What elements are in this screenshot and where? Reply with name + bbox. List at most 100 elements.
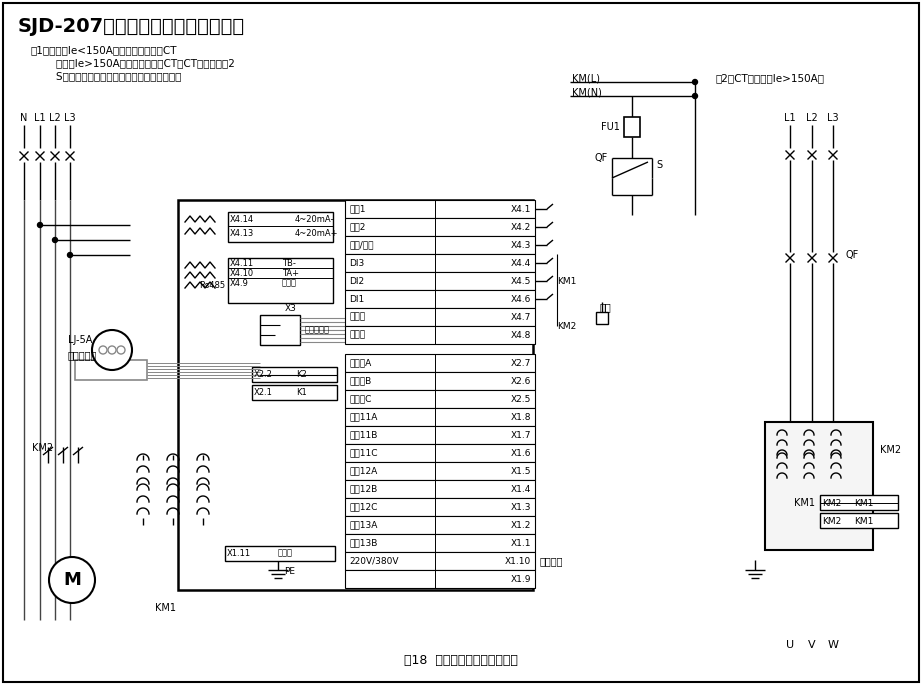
Text: X1.9: X1.9 xyxy=(511,575,531,584)
Text: X4.7: X4.7 xyxy=(511,312,531,321)
Bar xyxy=(345,552,535,570)
Circle shape xyxy=(49,557,95,603)
Text: L2: L2 xyxy=(806,113,818,123)
Bar xyxy=(820,513,898,528)
Bar xyxy=(345,426,535,444)
Text: X2.1: X2.1 xyxy=(254,388,273,397)
Bar xyxy=(345,218,535,236)
Text: 启动2: 启动2 xyxy=(349,223,365,232)
Text: 可编程B: 可编程B xyxy=(349,377,372,386)
Text: K1: K1 xyxy=(296,388,307,397)
Text: L3: L3 xyxy=(65,113,76,123)
Text: 4~20mA-: 4~20mA- xyxy=(295,214,335,223)
Text: X1.10: X1.10 xyxy=(504,556,531,566)
Bar xyxy=(75,360,147,380)
Text: DI3: DI3 xyxy=(349,258,364,268)
Bar xyxy=(345,480,535,498)
Text: KM1: KM1 xyxy=(854,499,873,508)
Bar xyxy=(345,408,535,426)
Text: S: S xyxy=(656,160,662,170)
Circle shape xyxy=(38,223,42,227)
Text: X1.2: X1.2 xyxy=(511,521,531,530)
Circle shape xyxy=(99,346,107,354)
Text: 控制11A: 控制11A xyxy=(349,412,377,421)
Text: M: M xyxy=(63,571,81,589)
Text: KM(L): KM(L) xyxy=(572,73,600,83)
Text: KM2: KM2 xyxy=(557,321,576,330)
Text: X4.9: X4.9 xyxy=(230,279,249,288)
Text: X1.11: X1.11 xyxy=(227,549,251,558)
Circle shape xyxy=(117,346,125,354)
Text: L1: L1 xyxy=(34,113,46,123)
Text: X4.8: X4.8 xyxy=(511,330,531,340)
Text: KM2: KM2 xyxy=(822,499,841,508)
Bar xyxy=(345,570,535,588)
Text: 控制12B: 控制12B xyxy=(349,484,377,493)
Text: L2: L2 xyxy=(49,113,61,123)
Bar xyxy=(225,546,335,561)
Circle shape xyxy=(108,346,116,354)
Text: 启动1: 启动1 xyxy=(349,205,365,214)
Text: KM2: KM2 xyxy=(32,443,53,453)
Text: X2.7: X2.7 xyxy=(511,358,531,367)
Bar xyxy=(624,117,640,137)
Text: X4.5: X4.5 xyxy=(511,277,531,286)
Bar xyxy=(820,495,898,510)
Text: 互感器接口: 互感器接口 xyxy=(305,325,330,334)
Text: TB-: TB- xyxy=(282,258,296,268)
Text: 4~20mA+: 4~20mA+ xyxy=(295,229,338,238)
Text: X4.1: X4.1 xyxy=(511,205,531,214)
Text: KM1: KM1 xyxy=(854,516,873,525)
Text: X4.10: X4.10 xyxy=(230,269,254,277)
Bar xyxy=(765,422,873,550)
Bar xyxy=(345,290,535,308)
Text: 控制11C: 控制11C xyxy=(349,449,377,458)
Text: X4.13: X4.13 xyxy=(230,229,254,238)
Text: 紧停: 紧停 xyxy=(600,302,612,312)
Text: 注1：当电机Ie<150A，不需要外接保护CT: 注1：当电机Ie<150A，不需要外接保护CT xyxy=(30,45,176,55)
Text: DI2: DI2 xyxy=(349,277,364,286)
Bar xyxy=(252,385,337,400)
Text: U: U xyxy=(786,640,794,650)
Bar xyxy=(345,254,535,272)
Text: X1.3: X1.3 xyxy=(511,503,531,512)
Text: 可编程C: 可编程C xyxy=(349,395,372,403)
Bar xyxy=(345,390,535,408)
Text: 控制13B: 控制13B xyxy=(349,538,377,547)
Text: KM2: KM2 xyxy=(880,445,901,455)
Text: X4.4: X4.4 xyxy=(511,258,531,268)
Text: 零序互感器: 零序互感器 xyxy=(68,350,98,360)
Text: KM(N): KM(N) xyxy=(572,87,602,97)
Bar xyxy=(345,354,535,372)
Bar xyxy=(345,272,535,290)
Bar xyxy=(345,534,535,552)
Text: TA+: TA+ xyxy=(282,269,299,277)
Text: 控制12C: 控制12C xyxy=(349,503,377,512)
Bar xyxy=(228,258,333,303)
Bar xyxy=(345,326,535,344)
Text: 当电机Ie>150A，需要外接保护CT，CT的接线参注2: 当电机Ie>150A，需要外接保护CT，CT的接线参注2 xyxy=(30,58,235,68)
Circle shape xyxy=(92,330,132,370)
Text: LJ-5A: LJ-5A xyxy=(68,335,92,345)
Text: 电原输入: 电原输入 xyxy=(540,556,563,566)
Text: KM1: KM1 xyxy=(794,498,815,508)
Text: 保护地: 保护地 xyxy=(278,549,293,558)
Text: QF: QF xyxy=(595,153,608,163)
Text: KM1: KM1 xyxy=(155,603,176,613)
Bar xyxy=(260,315,300,345)
Text: V: V xyxy=(809,640,816,650)
Text: W: W xyxy=(828,640,838,650)
Text: 公共端: 公共端 xyxy=(349,312,365,321)
Text: X2.5: X2.5 xyxy=(511,395,531,403)
Text: X1.6: X1.6 xyxy=(511,449,531,458)
Bar xyxy=(178,200,533,590)
Text: DI1: DI1 xyxy=(349,295,364,303)
Text: 停机/复位: 停机/复位 xyxy=(349,240,373,249)
Text: N: N xyxy=(20,113,28,123)
Circle shape xyxy=(53,238,57,242)
Bar xyxy=(345,308,535,326)
Text: X1.7: X1.7 xyxy=(511,430,531,440)
Text: X1.4: X1.4 xyxy=(511,484,531,493)
Bar xyxy=(345,372,535,390)
Text: X4.14: X4.14 xyxy=(230,214,254,223)
